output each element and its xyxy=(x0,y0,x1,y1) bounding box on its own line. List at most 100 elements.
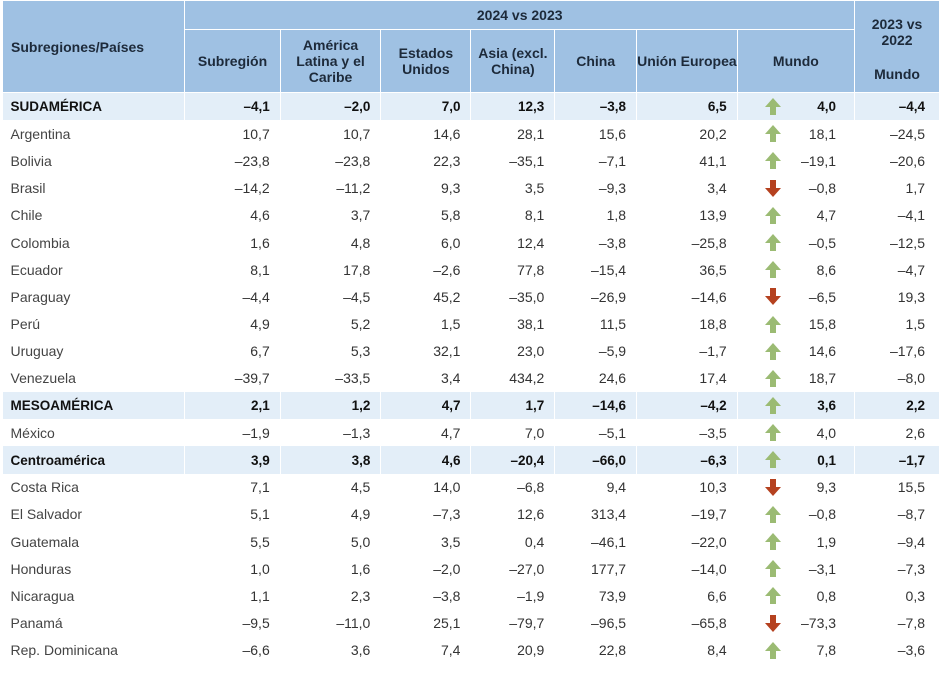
table-row: Panamá –9,5 –11,0 25,1 –79,7 –96,5 –65,8 –73,3–… xyxy=(2,609,940,637)
arrow-up-icon xyxy=(764,124,782,143)
cell-value: 1,0 xyxy=(184,555,281,583)
cell-value: 20,9 xyxy=(470,636,556,664)
cell-value: 5,2 xyxy=(280,310,382,338)
cell-value: 1,5 xyxy=(380,310,472,338)
cell-value: 4,7 xyxy=(380,419,472,447)
cell-value: 73,9 xyxy=(554,582,638,610)
cell-mundo-value: –19,1 xyxy=(801,152,837,169)
cell-mundo-value: –6,5 xyxy=(808,288,837,305)
cell-value: 77,8 xyxy=(470,256,556,284)
cell-mundo: 18,7 xyxy=(737,364,856,393)
cell-value: 10,7 xyxy=(184,120,281,148)
row-name: Brasil xyxy=(2,174,186,202)
cell-value: 1,6 xyxy=(184,228,281,257)
cell-value: 4,5 xyxy=(280,473,382,501)
arrow-down-icon xyxy=(764,179,782,198)
cell-value: –4,2 xyxy=(636,392,738,420)
header-union-europea: Unión Europea xyxy=(636,29,738,93)
cell-mundo: 0,8 xyxy=(737,582,856,610)
cell-value: –26,9 xyxy=(554,283,638,311)
cell-value: –1,3 xyxy=(280,419,382,447)
arrow-up-icon xyxy=(764,505,782,524)
cell-value: 12,3 xyxy=(470,92,556,121)
cell-mundo: 4,0 xyxy=(737,419,856,447)
cell-value: 22,3 xyxy=(380,147,472,175)
row-name: Argentina xyxy=(2,120,186,148)
arrow-up-icon xyxy=(764,369,782,388)
header-subregiones-paises: Subregiones/Países xyxy=(1,0,186,93)
cell-value: 4,9 xyxy=(280,500,382,528)
header-asia-excl-china: Asia (excl. China) xyxy=(470,29,556,93)
cell-value: –3,8 xyxy=(554,92,638,121)
cell-value: 23,0 xyxy=(470,337,556,365)
table-row: Honduras 1,0 1,6 –2,0 –27,0 177,7 –14,0 –3,1 –7,… xyxy=(2,555,940,583)
header-america-latina: América Latina y el Caribe xyxy=(279,29,382,93)
cell-mundo: 14,6 xyxy=(737,337,856,365)
header-prev-line2: 2022 xyxy=(881,31,913,48)
arrow-up-icon xyxy=(764,151,782,170)
cell-mundo: 3,6 xyxy=(737,392,856,420)
table-row: El Salvador 5,1 4,9 –7,3 12,6 313,4 –19,7 –0,8–… xyxy=(2,500,940,528)
cell-value: 3,5 xyxy=(470,174,556,202)
cell-value: –25,8 xyxy=(636,228,738,257)
cell-mundo: –0,5 xyxy=(737,228,856,257)
cell-mundo-value: 8,6 xyxy=(816,261,837,278)
cell-value: 4,8 xyxy=(280,228,382,257)
cell-value: 2,3 xyxy=(280,582,382,610)
cell-mundo: 0,1 xyxy=(737,446,856,474)
cell-value: 5,1 xyxy=(184,500,281,528)
cell-value: –23,8 xyxy=(280,147,382,175)
cell-value: 1,1 xyxy=(184,582,281,610)
cell-prev-mundo: –8,0 xyxy=(854,364,940,393)
cell-value: –7,3 xyxy=(380,500,472,528)
cell-value: –23,8 xyxy=(184,147,281,175)
cell-prev-mundo: 15,5 xyxy=(854,473,940,501)
cell-value: –4,4 xyxy=(184,283,281,311)
cell-value: 8,4 xyxy=(636,636,738,664)
table-row: Guatemala 5,5 5,0 3,5 0,4 –46,1 –22,0 1,9 –9,4 xyxy=(2,528,940,556)
header-estados-unidos: Estados Unidos xyxy=(380,29,472,93)
row-name: Bolivia xyxy=(2,147,186,175)
table-row: Ecuador 8,1 17,8 –2,6 77,8 –15,4 36,5 8,6 –4,7 xyxy=(2,256,940,284)
table-row: Colombia 1,6 4,8 6,0 12,4 –3,8 –25,8 –0,5 –12,5 xyxy=(2,228,940,257)
cell-mundo: 4,7 xyxy=(737,201,856,229)
row-name: Centroamérica xyxy=(2,446,186,474)
cell-value: –46,1 xyxy=(554,528,638,556)
cell-value: –39,7 xyxy=(184,364,281,393)
cell-value: 15,6 xyxy=(554,120,638,148)
region-row: SUDAMÉRICA –4,1 –2,0 7,0 12,3 –3,8 6,5 4,0 –4,4 xyxy=(2,92,940,121)
cell-value: 4,7 xyxy=(380,392,472,420)
table-row: Rep. Dominicana –6,6 3,6 7,4 20,9 22,8 8,4 7,8–… xyxy=(2,636,940,664)
cell-value: 434,2 xyxy=(470,364,556,393)
header-group-2023-vs-2022: 2023 vs 2022 Mundo xyxy=(854,0,940,93)
row-name: Panamá xyxy=(2,609,186,637)
cell-mundo: –6,5 xyxy=(737,283,856,311)
cell-value: –4,5 xyxy=(280,283,382,311)
cell-value: 1,2 xyxy=(280,392,382,420)
cell-mundo-value: 4,0 xyxy=(816,424,837,441)
cell-value: –5,9 xyxy=(554,337,638,365)
cell-value: 28,1 xyxy=(470,120,556,148)
cell-value: 12,4 xyxy=(470,228,556,257)
row-name: SUDAMÉRICA xyxy=(2,92,186,121)
cell-prev-mundo: –9,4 xyxy=(854,528,940,556)
cell-value: 5,8 xyxy=(380,201,472,229)
cell-value: –14,6 xyxy=(636,283,738,311)
cell-mundo: 1,9 xyxy=(737,528,856,556)
cell-value: 9,3 xyxy=(380,174,472,202)
table-body: SUDAMÉRICA –4,1 –2,0 7,0 12,3 –3,8 6,5 4,0 –4,4 A… xyxy=(2,92,940,664)
row-name: Honduras xyxy=(2,555,186,583)
cell-value: 3,7 xyxy=(280,201,382,229)
table-row: Perú 4,9 5,2 1,5 38,1 11,5 18,8 15,8 1,5 xyxy=(2,310,940,338)
cell-value: 22,8 xyxy=(554,636,638,664)
cell-value: 3,4 xyxy=(380,364,472,393)
cell-value: 10,7 xyxy=(280,120,382,148)
header-subregion: Subregión xyxy=(184,29,281,93)
cell-value: 4,9 xyxy=(184,310,281,338)
row-name: Chile xyxy=(2,201,186,229)
cell-value: –14,0 xyxy=(636,555,738,583)
cell-value: –79,7 xyxy=(470,609,556,637)
cell-value: 1,6 xyxy=(280,555,382,583)
row-name: Nicaragua xyxy=(2,582,186,610)
arrow-up-icon xyxy=(764,97,782,116)
